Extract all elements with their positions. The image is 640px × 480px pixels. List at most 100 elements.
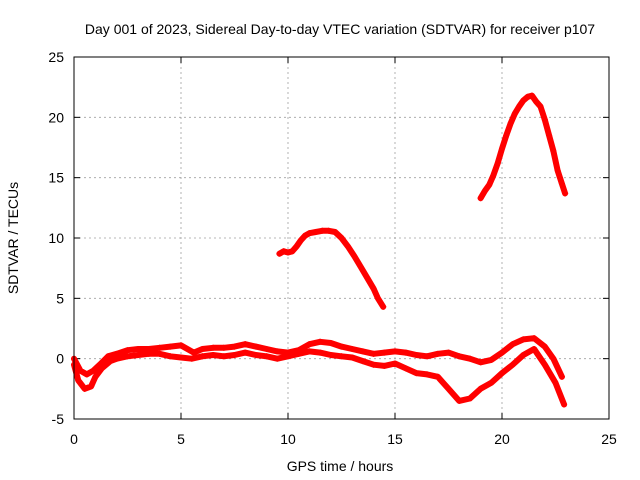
data-point — [424, 371, 431, 378]
series-arc-10-14-markers — [276, 227, 387, 310]
data-point — [413, 370, 420, 377]
data-point — [242, 341, 249, 348]
data-point — [554, 167, 561, 174]
data-point — [370, 361, 377, 368]
data-point — [558, 373, 565, 380]
data-point — [466, 395, 473, 402]
data-point — [477, 385, 484, 392]
series-baseline-lower-markers — [71, 346, 568, 408]
data-point — [488, 379, 495, 386]
data-point — [338, 353, 345, 360]
data-point — [92, 373, 99, 380]
data-point — [364, 274, 371, 281]
data-point — [263, 346, 270, 353]
data-point — [381, 349, 388, 356]
y-tick-label: 0 — [56, 351, 64, 367]
data-point — [274, 355, 281, 362]
data-point — [156, 344, 163, 351]
y-tick-label: 20 — [48, 109, 64, 125]
y-tick-label: 15 — [48, 170, 64, 186]
data-point — [293, 243, 300, 250]
data-point — [135, 346, 142, 353]
data-point — [357, 263, 364, 270]
data-point — [531, 346, 538, 353]
data-point — [359, 348, 366, 355]
data-point — [124, 353, 131, 360]
data-point — [509, 341, 516, 348]
data-point — [327, 339, 334, 346]
data-point — [381, 362, 388, 369]
data-point — [167, 343, 174, 350]
data-point — [178, 342, 184, 349]
data-point — [481, 187, 488, 194]
data-point — [550, 355, 557, 362]
data-point — [317, 338, 324, 345]
data-point — [178, 354, 184, 361]
series-baseline-upper-markers — [71, 335, 565, 380]
data-point — [541, 343, 548, 350]
data-point — [359, 358, 366, 365]
x-tick-label: 15 — [387, 431, 403, 447]
data-point — [252, 352, 259, 359]
data-point — [105, 353, 112, 360]
data-point — [533, 98, 540, 105]
data-point — [524, 93, 531, 100]
data-point — [220, 344, 227, 351]
series-baseline-upper — [71, 335, 565, 380]
data-point — [199, 353, 206, 360]
data-point — [550, 148, 557, 155]
data-point — [456, 397, 463, 404]
data-point — [242, 349, 249, 356]
data-point — [477, 195, 484, 202]
data-point — [561, 401, 568, 408]
data-point — [380, 303, 387, 310]
series-arc-10-14 — [276, 227, 387, 310]
y-axis-label: SDTVAR / TECUs — [5, 182, 21, 294]
data-point — [466, 355, 473, 362]
data-point — [434, 373, 441, 380]
data-point — [297, 237, 304, 244]
data-point — [546, 132, 553, 139]
data-point — [541, 361, 548, 368]
x-tick-label: 5 — [177, 431, 185, 447]
plot-frame — [73, 56, 610, 420]
data-point — [445, 385, 452, 392]
data-point — [392, 348, 398, 355]
data-point — [374, 295, 381, 302]
data-point — [558, 180, 565, 187]
data-point — [231, 352, 238, 359]
data-point — [90, 367, 97, 374]
data-point — [520, 336, 527, 343]
plot-area — [71, 92, 569, 408]
data-point — [488, 356, 495, 363]
data-point — [113, 355, 120, 362]
data-point — [285, 249, 291, 256]
data-point — [486, 181, 493, 188]
data-point — [199, 346, 206, 353]
data-point — [413, 352, 420, 359]
data-point — [167, 353, 174, 360]
data-point — [231, 343, 238, 350]
data-point — [402, 349, 409, 356]
x-tick-label: 10 — [280, 431, 296, 447]
data-point — [302, 232, 309, 239]
data-point — [520, 352, 527, 359]
data-point — [499, 349, 505, 356]
data-point — [220, 353, 227, 360]
data-point — [274, 348, 281, 355]
y-tick-label: -5 — [52, 411, 65, 427]
chart-title: Day 001 of 2023, Sidereal Day-to-day VTE… — [85, 21, 595, 37]
data-point — [424, 353, 431, 360]
data-point — [344, 243, 351, 250]
data-point — [124, 347, 131, 354]
data-point — [210, 344, 217, 351]
data-point — [306, 230, 313, 237]
data-point — [392, 360, 398, 367]
data-point — [520, 97, 527, 104]
data-point — [445, 349, 452, 356]
data-point — [306, 341, 313, 348]
data-point — [312, 228, 319, 235]
data-point — [402, 365, 409, 372]
data-point — [327, 352, 334, 359]
data-point — [370, 285, 377, 292]
